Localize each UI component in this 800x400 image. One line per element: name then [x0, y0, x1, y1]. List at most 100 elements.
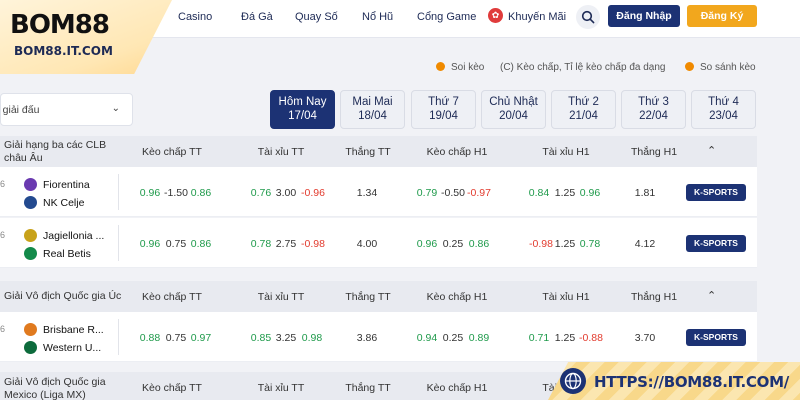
odd[interactable]: -0.97	[467, 187, 491, 199]
odd[interactable]: 1.34	[356, 187, 378, 199]
date-tab-5[interactable]: Thứ 3 22/04	[621, 90, 686, 129]
away-team[interactable]: NK Celje	[43, 197, 85, 209]
legend-compare[interactable]: So sánh kèo	[685, 62, 756, 73]
row-marker: 6	[0, 230, 6, 240]
nav-quay-so[interactable]: Quay Số	[295, 11, 338, 23]
odd[interactable]: 0.96	[139, 187, 161, 199]
odd[interactable]: -0.88	[579, 332, 603, 344]
odd[interactable]: 0.76	[250, 187, 272, 199]
col-ou-tt: Tài xỉu TT	[257, 291, 305, 303]
row-marker: 6	[0, 324, 6, 334]
odd[interactable]: 0.98	[301, 332, 323, 344]
date-tab-3[interactable]: Chủ Nhật 20/04	[481, 90, 546, 129]
search-button[interactable]	[576, 5, 600, 29]
legend-soi-keo[interactable]: Soi kèo	[436, 62, 484, 73]
col-ou-h1: Tài xỉu H1	[542, 146, 590, 158]
odd[interactable]: 0.97	[190, 332, 212, 344]
col-hcp-h1: Kèo chấp H1	[426, 291, 488, 303]
line: 0.75	[165, 332, 187, 344]
nav-casino[interactable]: Casino	[178, 11, 213, 23]
team-logo-icon	[24, 247, 37, 260]
odd[interactable]: 0.88	[139, 332, 161, 344]
odd[interactable]: -0.98	[529, 238, 553, 250]
col-hcp-h1: Kèo chấp H1	[426, 146, 488, 158]
col-ou-tt: Tài xỉu TT	[257, 382, 305, 394]
logo-url: BOM88.IT.COM	[14, 44, 113, 58]
odd[interactable]: 0.96	[139, 238, 161, 250]
col-win-h1: Thắng H1	[630, 146, 678, 158]
date-tab-4[interactable]: Thứ 2 21/04	[551, 90, 616, 129]
match-row: 6 Jagiellonia ... Real Betis 0.96 0.75 0…	[0, 218, 757, 268]
odd[interactable]: 0.71	[528, 332, 550, 344]
nav-da-ga[interactable]: Đá Gà	[241, 11, 273, 23]
col-win-tt: Thắng TT	[345, 146, 391, 158]
odd[interactable]: 3.70	[634, 332, 656, 344]
odd[interactable]: 4.12	[634, 238, 656, 250]
odd[interactable]: -0.96	[301, 187, 325, 199]
odd[interactable]: 1.81	[634, 187, 656, 199]
line: 2.75	[275, 238, 297, 250]
col-ou-h1: Tài xỉu H1	[542, 291, 590, 303]
line: 1.25	[554, 238, 576, 250]
globe-icon	[560, 368, 586, 394]
chevron-up-icon[interactable]: ⌃	[707, 290, 717, 302]
odd[interactable]: 0.94	[416, 332, 438, 344]
date-tab-6[interactable]: Thứ 4 23/04	[691, 90, 756, 129]
divider	[118, 174, 119, 210]
compare-icon	[685, 62, 694, 71]
date-tab-1[interactable]: Mai Mai 18/04	[340, 90, 405, 129]
match-row: 6 Fiorentina NK Celje 0.96 -1.50 0.86 0.…	[0, 167, 757, 217]
gift-icon: ✿	[488, 8, 503, 23]
league-select[interactable]: Tất cả giải đấu ⌄	[0, 93, 133, 126]
league-header: Giải hạng ba các CLB châu Âu Kèo chấp TT…	[0, 136, 757, 167]
date-tab-0[interactable]: Hôm Nay 17/04	[270, 90, 335, 129]
odd[interactable]: 0.86	[190, 187, 212, 199]
odd[interactable]: 0.86	[190, 238, 212, 250]
col-hcp-h1: Kèo chấp H1	[426, 382, 488, 394]
odd[interactable]: 0.78	[579, 238, 601, 250]
line: -0.50	[441, 187, 465, 199]
col-hcp-tt: Kèo chấp TT	[142, 382, 202, 394]
odd[interactable]: 0.89	[468, 332, 490, 344]
k-sports-button[interactable]: K-SPORTS	[686, 184, 746, 201]
register-button[interactable]: Đăng Ký	[687, 5, 757, 27]
k-sports-button[interactable]: K-SPORTS	[686, 235, 746, 252]
line: 0.25	[442, 332, 464, 344]
team-logo-icon	[24, 229, 37, 242]
col-ou-tt: Tài xỉu TT	[257, 146, 305, 158]
odd[interactable]: 3.86	[356, 332, 378, 344]
odd[interactable]: 0.84	[528, 187, 550, 199]
url-banner[interactable]: HTTPS://BOM88.IT.COM/	[548, 362, 800, 400]
odd[interactable]: 0.78	[250, 238, 272, 250]
home-team[interactable]: Jagiellonia ...	[43, 230, 105, 242]
home-team[interactable]: Brisbane R...	[43, 324, 104, 336]
date-tab-2[interactable]: Thứ 7 19/04	[411, 90, 476, 129]
odd[interactable]: 0.79	[416, 187, 438, 199]
line: 0.25	[442, 238, 464, 250]
chevron-up-icon[interactable]: ⌃	[707, 145, 717, 157]
team-logo-icon	[24, 323, 37, 336]
odd[interactable]: 0.86	[468, 238, 490, 250]
col-hcp-tt: Kèo chấp TT	[142, 291, 202, 303]
brand-logo[interactable]: BOM88 BOM88.IT.COM	[0, 0, 172, 74]
login-button[interactable]: Đăng Nhập	[608, 5, 680, 27]
odd[interactable]: -0.98	[301, 238, 325, 250]
odd[interactable]: 0.85	[250, 332, 272, 344]
k-sports-button[interactable]: K-SPORTS	[686, 329, 746, 346]
league-select-value: Tất cả giải đấu	[0, 104, 40, 116]
line: 1.25	[554, 332, 576, 344]
nav-no-hu[interactable]: Nổ Hũ	[362, 11, 394, 23]
line: 0.75	[165, 238, 187, 250]
league-name: Giải hạng ba các CLB châu Âu	[4, 139, 107, 164]
odd[interactable]: 0.96	[579, 187, 601, 199]
col-win-tt: Thắng TT	[345, 382, 391, 394]
nav-cong-game[interactable]: Cổng Game	[417, 11, 477, 23]
odd[interactable]: 0.96	[416, 238, 438, 250]
home-team[interactable]: Fiorentina	[43, 179, 90, 191]
team-logo-icon	[24, 178, 37, 191]
away-team[interactable]: Real Betis	[43, 248, 91, 260]
line: 1.25	[554, 187, 576, 199]
away-team[interactable]: Western U...	[43, 342, 102, 354]
odd[interactable]: 4.00	[356, 238, 378, 250]
nav-khuyen-mai[interactable]: Khuyến Mãi	[508, 11, 567, 23]
